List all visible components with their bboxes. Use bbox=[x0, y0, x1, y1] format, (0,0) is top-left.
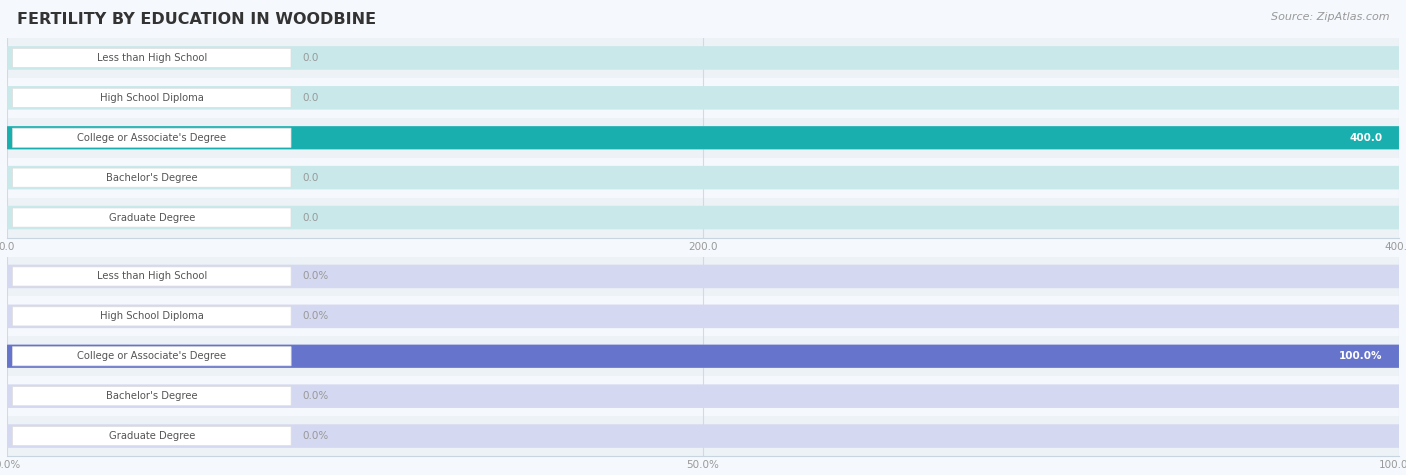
Text: High School Diploma: High School Diploma bbox=[100, 311, 204, 322]
FancyBboxPatch shape bbox=[13, 387, 291, 406]
FancyBboxPatch shape bbox=[7, 344, 1399, 368]
Text: Less than High School: Less than High School bbox=[97, 53, 207, 63]
FancyBboxPatch shape bbox=[13, 427, 291, 446]
Bar bbox=[7, 376, 1399, 416]
FancyBboxPatch shape bbox=[7, 424, 1399, 448]
FancyBboxPatch shape bbox=[7, 206, 1399, 229]
FancyBboxPatch shape bbox=[7, 345, 1399, 368]
Text: Graduate Degree: Graduate Degree bbox=[108, 431, 195, 441]
FancyBboxPatch shape bbox=[13, 208, 291, 227]
Text: 0.0%: 0.0% bbox=[302, 431, 329, 441]
FancyBboxPatch shape bbox=[7, 384, 1399, 408]
Text: College or Associate's Degree: College or Associate's Degree bbox=[77, 351, 226, 361]
Text: 100.0%: 100.0% bbox=[1339, 351, 1382, 361]
FancyBboxPatch shape bbox=[13, 48, 291, 67]
Text: Graduate Degree: Graduate Degree bbox=[108, 212, 195, 223]
Text: College or Associate's Degree: College or Associate's Degree bbox=[77, 133, 226, 143]
Bar bbox=[7, 118, 1399, 158]
FancyBboxPatch shape bbox=[7, 86, 1399, 110]
FancyBboxPatch shape bbox=[13, 267, 291, 286]
Text: 0.0%: 0.0% bbox=[302, 271, 329, 282]
FancyBboxPatch shape bbox=[13, 168, 291, 187]
Text: 0.0: 0.0 bbox=[302, 93, 319, 103]
Bar bbox=[7, 158, 1399, 198]
Text: Source: ZipAtlas.com: Source: ZipAtlas.com bbox=[1271, 12, 1389, 22]
Text: High School Diploma: High School Diploma bbox=[100, 93, 204, 103]
Text: 0.0%: 0.0% bbox=[302, 391, 329, 401]
FancyBboxPatch shape bbox=[13, 307, 291, 326]
Text: Bachelor's Degree: Bachelor's Degree bbox=[105, 172, 198, 183]
FancyBboxPatch shape bbox=[13, 347, 291, 366]
Bar bbox=[7, 256, 1399, 296]
Text: 400.0: 400.0 bbox=[1350, 133, 1382, 143]
Bar bbox=[7, 78, 1399, 118]
Text: 0.0%: 0.0% bbox=[302, 311, 329, 322]
Bar bbox=[7, 336, 1399, 376]
Bar bbox=[7, 296, 1399, 336]
Text: Bachelor's Degree: Bachelor's Degree bbox=[105, 391, 198, 401]
FancyBboxPatch shape bbox=[7, 46, 1399, 70]
Bar bbox=[7, 416, 1399, 456]
FancyBboxPatch shape bbox=[7, 126, 1399, 149]
Text: 0.0: 0.0 bbox=[302, 53, 319, 63]
FancyBboxPatch shape bbox=[7, 166, 1399, 190]
Text: FERTILITY BY EDUCATION IN WOODBINE: FERTILITY BY EDUCATION IN WOODBINE bbox=[17, 12, 375, 27]
Bar bbox=[7, 198, 1399, 238]
Text: 0.0: 0.0 bbox=[302, 212, 319, 223]
FancyBboxPatch shape bbox=[13, 88, 291, 107]
Bar bbox=[7, 38, 1399, 78]
FancyBboxPatch shape bbox=[7, 304, 1399, 328]
Text: 0.0: 0.0 bbox=[302, 172, 319, 183]
Text: Less than High School: Less than High School bbox=[97, 271, 207, 282]
FancyBboxPatch shape bbox=[7, 265, 1399, 288]
FancyBboxPatch shape bbox=[13, 128, 291, 147]
FancyBboxPatch shape bbox=[7, 126, 1399, 150]
